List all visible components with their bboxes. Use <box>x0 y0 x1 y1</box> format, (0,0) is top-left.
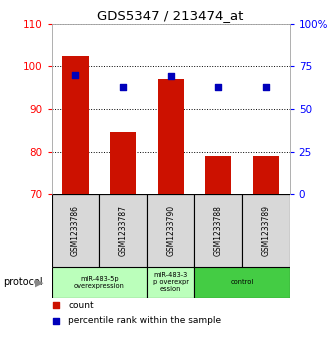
Bar <box>110 132 136 194</box>
Text: GSM1233787: GSM1233787 <box>119 205 128 256</box>
Text: protocol: protocol <box>3 277 43 287</box>
Bar <box>147 267 194 298</box>
Bar <box>158 79 184 194</box>
Bar <box>147 194 194 267</box>
Text: GSM1233788: GSM1233788 <box>214 205 223 256</box>
Text: ▶: ▶ <box>35 277 44 287</box>
Point <box>121 84 126 90</box>
Point <box>263 84 268 90</box>
Text: GSM1233790: GSM1233790 <box>166 205 175 256</box>
Point <box>73 72 78 78</box>
Bar <box>205 156 231 194</box>
Bar <box>194 194 242 267</box>
Point <box>216 84 221 90</box>
Text: percentile rank within the sample: percentile rank within the sample <box>68 316 221 325</box>
Point <box>54 318 59 324</box>
Text: count: count <box>68 301 94 310</box>
Text: GSM1233786: GSM1233786 <box>71 205 80 256</box>
Bar <box>52 194 99 267</box>
Bar <box>242 194 290 267</box>
Title: GDS5347 / 213474_at: GDS5347 / 213474_at <box>98 9 244 23</box>
Text: miR-483-5p
overexpression: miR-483-5p overexpression <box>74 276 125 289</box>
Point <box>168 74 173 79</box>
Text: miR-483-3
p overexpr
ession: miR-483-3 p overexpr ession <box>153 272 189 292</box>
Bar <box>52 267 147 298</box>
Bar <box>253 156 279 194</box>
Point <box>54 302 59 308</box>
Text: GSM1233789: GSM1233789 <box>261 205 270 256</box>
Text: control: control <box>230 279 254 285</box>
Bar <box>99 194 147 267</box>
Bar <box>194 267 290 298</box>
Bar <box>62 56 89 194</box>
